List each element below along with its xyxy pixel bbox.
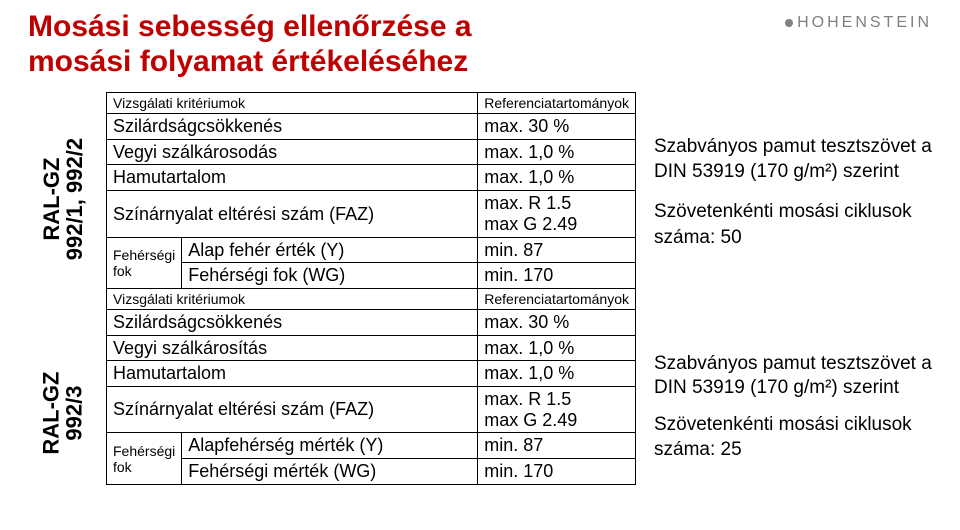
- table-row: Színárnyalat eltérési szám (FAZ) max. R …: [107, 387, 636, 433]
- table-row: Hamutartalom max. 1,0 %: [107, 165, 636, 191]
- cell: Hamutartalom: [107, 165, 478, 191]
- vlabel1-b: 992/1, 992/2: [62, 138, 87, 260]
- cell: Vegyi szálkárosodás: [107, 139, 478, 165]
- cell: max. R 1.5 max G 2.49: [478, 191, 636, 237]
- table-section2: Vizsgálati kritériumok Referenciatartomá…: [106, 288, 636, 485]
- info-column: Szabványos pamut tesztszövet a DIN 53919…: [644, 92, 940, 520]
- cell: max. 1,0 %: [478, 361, 636, 387]
- table-row: Szilárdságcsökkenés max. 30 %: [107, 114, 636, 140]
- cell-sublabel: Fehérségi fok: [107, 433, 182, 484]
- cell: min. 87: [478, 237, 636, 263]
- vlabel2-a: RAL-GZ: [39, 371, 64, 454]
- cell: min. 87: [478, 433, 636, 459]
- page-title: Mosási sebesség ellenőrzése a mosási fol…: [0, 0, 960, 79]
- table-row: Vegyi szálkárosodás max. 1,0 %: [107, 139, 636, 165]
- cell: max. R 1.5 max G 2.49: [478, 387, 636, 433]
- title-line2: mosási folyamat értékeléséhez: [28, 45, 468, 78]
- table-row: Vizsgálati kritériumok Referenciatartomá…: [107, 93, 636, 114]
- cell: max. 30 %: [478, 114, 636, 140]
- info-block-2: Szabványos pamut tesztszövet a DIN 53919…: [654, 306, 940, 520]
- cell: Fehérségi fok (WG): [182, 263, 478, 289]
- cell: Vegyi szálkárosítás: [107, 335, 478, 361]
- cell: Alap fehér érték (Y): [182, 237, 478, 263]
- brand-text: HOHENSTEIN: [797, 14, 932, 32]
- tables-column: Vizsgálati kritériumok Referenciatartomá…: [106, 92, 636, 520]
- vlabel-section2: RAL-GZ 992/3: [28, 306, 98, 520]
- cell: max. 30 %: [478, 310, 636, 336]
- cell-sublabel: Fehérségi fok: [107, 237, 182, 288]
- info1-text1: Szabványos pamut tesztszövet a DIN 53919…: [654, 134, 940, 185]
- cell: max. 1,0 %: [478, 335, 636, 361]
- brand-logo: HOHENSTEIN: [785, 14, 932, 32]
- table-row: Fehérségi fok Alap fehér érték (Y) min. …: [107, 237, 636, 263]
- cell-head-r: Referenciatartományok: [478, 288, 636, 309]
- cell: Színárnyalat eltérési szám (FAZ): [107, 191, 478, 237]
- table-row: Szilárdságcsökkenés max. 30 %: [107, 310, 636, 336]
- cell-head-l: Vizsgálati kritériumok: [107, 288, 478, 309]
- info2-text1: Szabványos pamut tesztszövet a DIN 53919…: [654, 352, 940, 401]
- table-row: Színárnyalat eltérési szám (FAZ) max. R …: [107, 191, 636, 237]
- info1-text2: Szövetenkénti mosási ciklusok száma: 50: [654, 199, 940, 250]
- vertical-labels-column: RAL-GZ 992/1, 992/2 RAL-GZ 992/3: [28, 92, 98, 520]
- cell: Fehérségi mérték (WG): [182, 459, 478, 485]
- cell: min. 170: [478, 459, 636, 485]
- table-row: Vizsgálati kritériumok Referenciatartomá…: [107, 288, 636, 309]
- cell: min. 170: [478, 263, 636, 289]
- cell: Színárnyalat eltérési szám (FAZ): [107, 387, 478, 433]
- cell: max. 1,0 %: [478, 139, 636, 165]
- cell-head-l: Vizsgálati kritériumok: [107, 93, 478, 114]
- cell: Szilárdságcsökkenés: [107, 310, 478, 336]
- table-section1: Vizsgálati kritériumok Referenciatartomá…: [106, 92, 636, 289]
- content-area: RAL-GZ 992/1, 992/2 RAL-GZ 992/3 Vizsgál…: [28, 92, 940, 520]
- table-row: Fehérségi fok (WG) min. 170: [107, 263, 636, 289]
- vlabel-section1: RAL-GZ 992/1, 992/2: [28, 92, 98, 306]
- info2-text2: Szövetenkénti mosási ciklusok száma: 25: [654, 413, 940, 462]
- cell: max. 1,0 %: [478, 165, 636, 191]
- vlabel2-b: 992/3: [62, 385, 87, 440]
- table-row: Fehérségi fok Alapfehérség mérték (Y) mi…: [107, 433, 636, 459]
- cell-head-r: Referenciatartományok: [478, 93, 636, 114]
- brand-dot-icon: [785, 19, 793, 27]
- table-row: Fehérségi mérték (WG) min. 170: [107, 459, 636, 485]
- title-line1: Mosási sebesség ellenőrzése a: [28, 10, 472, 43]
- table-row: Hamutartalom max. 1,0 %: [107, 361, 636, 387]
- cell: Szilárdságcsökkenés: [107, 114, 478, 140]
- cell: Hamutartalom: [107, 361, 478, 387]
- info-block-1: Szabványos pamut tesztszövet a DIN 53919…: [654, 92, 940, 306]
- vlabel1-a: RAL-GZ: [39, 157, 64, 240]
- cell: Alapfehérség mérték (Y): [182, 433, 478, 459]
- table-row: Vegyi szálkárosítás max. 1,0 %: [107, 335, 636, 361]
